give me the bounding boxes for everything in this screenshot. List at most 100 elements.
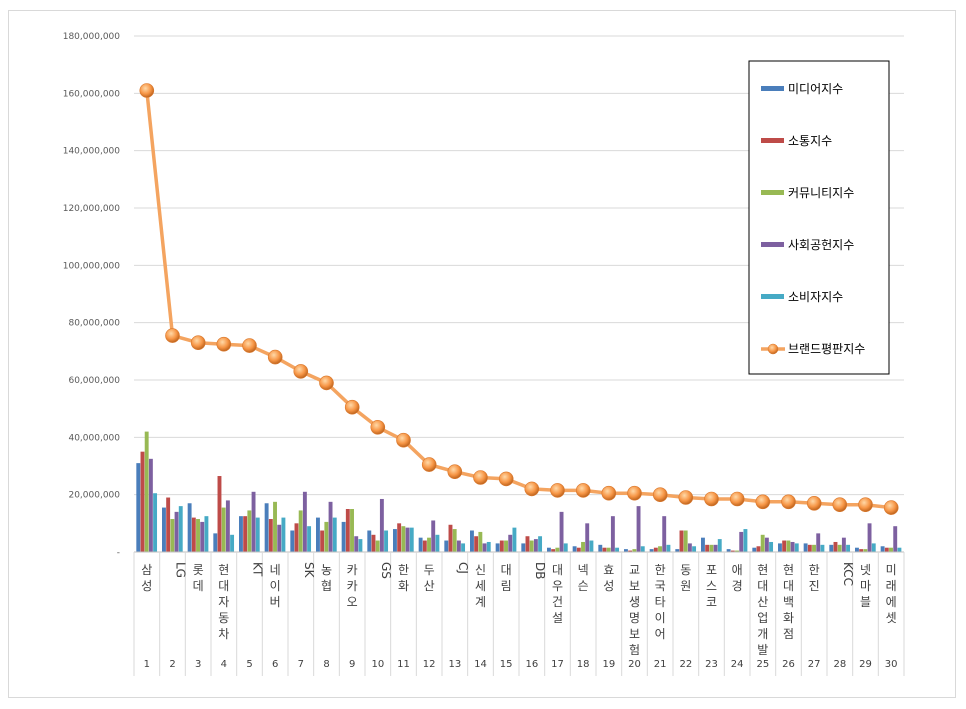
bar-3 xyxy=(863,549,868,552)
bar-3 xyxy=(709,544,714,552)
bar-2 xyxy=(397,523,402,552)
rank-label: 27 xyxy=(808,659,821,670)
bar-4 xyxy=(302,491,307,552)
category-label: CJ xyxy=(456,562,470,574)
bar-5 xyxy=(846,544,851,552)
rank-label: 20 xyxy=(628,659,641,670)
y-axis: - 20,000,000 40,000,000 60,000,000 80,000,00… xyxy=(63,32,121,558)
line-point xyxy=(832,497,848,513)
line-point xyxy=(319,375,334,391)
line-point xyxy=(139,83,155,98)
legend-label: 소통지수 xyxy=(788,134,832,148)
bar-1 xyxy=(778,543,782,552)
bar-3 xyxy=(170,519,175,552)
rank-label: 12 xyxy=(423,659,436,670)
category-label: SK xyxy=(302,562,316,579)
bar-4 xyxy=(790,541,795,552)
bar-1 xyxy=(726,549,731,552)
bar-1 xyxy=(444,540,449,552)
bar-2 xyxy=(191,517,196,552)
bar-3 xyxy=(478,531,483,552)
bar-2 xyxy=(705,544,710,552)
bar-5 xyxy=(153,493,158,552)
y-tick-label: - xyxy=(117,548,120,558)
bar-2 xyxy=(807,544,812,552)
bar-1 xyxy=(572,546,577,552)
bar-5 xyxy=(794,543,799,552)
chart-frame: - 20,000,000 40,000,000 60,000,000 80,000,00… xyxy=(8,10,956,698)
line-point xyxy=(858,497,873,513)
bar-4 xyxy=(200,521,205,552)
bar-3 xyxy=(837,544,842,552)
line-point xyxy=(242,338,257,353)
bar-series xyxy=(136,431,902,552)
legend-label: 사회공헌지수 xyxy=(788,238,854,252)
bar-2 xyxy=(474,536,479,552)
legend-label: 브랜드평판지수 xyxy=(788,342,865,356)
bar-5 xyxy=(692,546,697,552)
bar-2 xyxy=(320,530,325,552)
bar-3 xyxy=(273,501,277,552)
bar-5 xyxy=(332,517,337,552)
bar-3 xyxy=(889,547,893,552)
rank-label: 2 xyxy=(169,659,175,670)
bar-5 xyxy=(897,547,902,552)
bar-5 xyxy=(358,539,363,552)
bar-1 xyxy=(136,463,141,552)
rank-label: 23 xyxy=(705,659,718,670)
category-label: KCC xyxy=(841,562,855,586)
bar-5 xyxy=(717,539,722,552)
bar-2 xyxy=(833,541,838,552)
bar-5 xyxy=(820,544,825,552)
bar-1 xyxy=(855,547,859,552)
rank-label: 16 xyxy=(525,659,538,670)
line-point xyxy=(216,336,232,352)
bar-2 xyxy=(756,546,761,552)
line-point xyxy=(293,364,309,379)
rank-label: 3 xyxy=(195,659,201,670)
brand-reputation-chart: - 20,000,000 40,000,000 60,000,000 80,000,00… xyxy=(63,32,905,676)
legend-label: 커뮤니티지수 xyxy=(788,186,854,200)
bar-3 xyxy=(786,540,791,552)
legend-swatch xyxy=(761,294,784,299)
legend-marker xyxy=(767,343,779,355)
rank-label: 7 xyxy=(298,659,304,670)
rank-label: 28 xyxy=(833,659,846,670)
bar-1 xyxy=(316,517,320,552)
y-tick-label: 100,000,000 xyxy=(63,261,121,271)
bar-4 xyxy=(713,544,718,552)
bar-4 xyxy=(662,516,667,552)
bar-1 xyxy=(521,543,526,552)
y-tick-label: 120,000,000 xyxy=(63,204,121,214)
line-point xyxy=(781,494,796,510)
bar-5 xyxy=(512,527,517,552)
bar-2 xyxy=(140,451,145,552)
legend-swatch xyxy=(761,86,784,91)
bar-1 xyxy=(880,546,885,552)
bar-1 xyxy=(803,543,808,552)
bar-2 xyxy=(422,540,427,552)
bar-5 xyxy=(384,530,389,552)
bar-4 xyxy=(636,506,641,552)
bar-2 xyxy=(602,547,607,552)
bar-2 xyxy=(782,540,787,552)
bar-3 xyxy=(350,509,354,552)
bar-1 xyxy=(213,533,218,552)
bar-2 xyxy=(653,547,658,552)
rank-label: 1 xyxy=(144,659,150,670)
line-point xyxy=(883,500,899,515)
line-point xyxy=(678,490,694,505)
